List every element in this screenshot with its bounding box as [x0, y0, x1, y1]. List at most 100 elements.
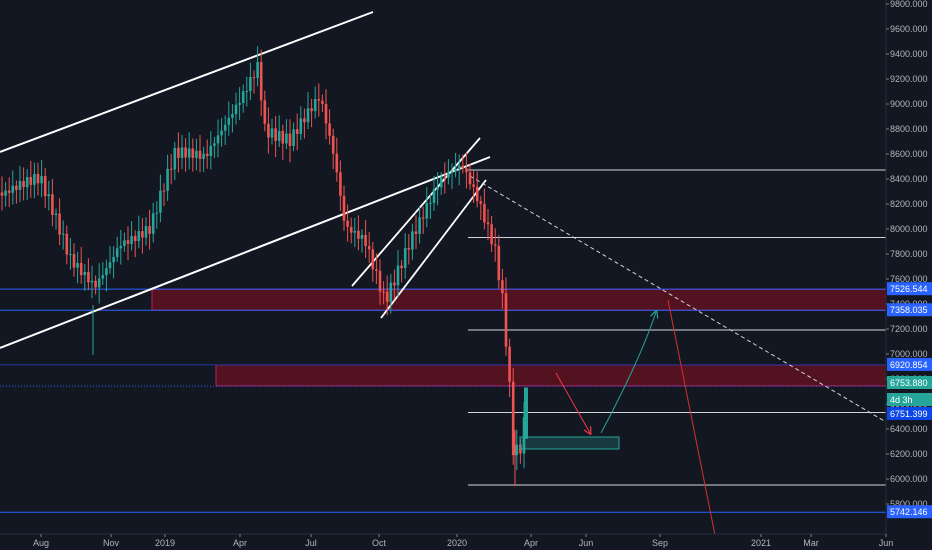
candle[interactable] — [393, 282, 396, 286]
candle[interactable] — [144, 226, 148, 238]
candle[interactable] — [148, 226, 151, 234]
candle[interactable] — [259, 62, 263, 101]
candle[interactable] — [22, 181, 25, 188]
candle[interactable] — [195, 150, 198, 158]
price-tag[interactable] — [887, 357, 932, 371]
candle[interactable] — [72, 254, 76, 268]
candle[interactable] — [83, 271, 87, 276]
candle[interactable] — [51, 194, 54, 216]
candle[interactable] — [421, 217, 425, 219]
candle[interactable] — [425, 203, 429, 219]
candle[interactable] — [486, 222, 490, 225]
candle[interactable] — [252, 77, 256, 79]
candle[interactable] — [270, 128, 274, 138]
candle[interactable] — [36, 173, 40, 184]
candle[interactable] — [403, 248, 407, 269]
candle[interactable] — [371, 249, 375, 270]
candle[interactable] — [87, 271, 90, 283]
candle[interactable] — [25, 177, 29, 188]
candle[interactable] — [299, 118, 303, 134]
candle[interactable] — [303, 118, 306, 123]
candle[interactable] — [119, 245, 123, 249]
candle[interactable] — [54, 213, 58, 216]
candle[interactable] — [295, 129, 299, 134]
candle[interactable] — [454, 169, 457, 172]
candle[interactable] — [335, 153, 339, 173]
candle[interactable] — [263, 100, 267, 124]
candle[interactable] — [439, 177, 443, 188]
candle[interactable] — [342, 195, 346, 221]
candle[interactable] — [407, 248, 411, 250]
candle[interactable] — [479, 201, 483, 204]
candle[interactable] — [313, 99, 317, 112]
candle[interactable] — [364, 234, 367, 247]
candle[interactable] — [508, 346, 511, 382]
demand-zone[interactable] — [519, 436, 620, 450]
candle[interactable] — [69, 254, 72, 256]
candle[interactable] — [209, 145, 213, 157]
candle[interactable] — [385, 291, 389, 302]
candle[interactable] — [241, 91, 245, 103]
candle[interactable] — [411, 231, 414, 250]
candle[interactable] — [7, 190, 11, 193]
candle[interactable] — [227, 117, 231, 125]
candle[interactable] — [155, 212, 159, 214]
candle[interactable] — [4, 190, 7, 196]
candle[interactable] — [429, 202, 432, 204]
candle[interactable] — [450, 171, 454, 173]
candle[interactable] — [331, 135, 335, 154]
candle[interactable] — [162, 190, 166, 192]
candle[interactable] — [94, 280, 97, 288]
candle[interactable] — [29, 177, 33, 185]
price-tag[interactable] — [887, 282, 932, 296]
candle[interactable] — [277, 131, 281, 141]
candle[interactable] — [137, 231, 141, 242]
candle[interactable] — [223, 124, 227, 131]
candle[interactable] — [375, 269, 378, 271]
candle[interactable] — [281, 131, 285, 144]
price-tag[interactable] — [887, 376, 932, 389]
candle[interactable] — [151, 213, 155, 234]
candle[interactable] — [213, 143, 216, 146]
candle[interactable] — [317, 99, 321, 101]
candle[interactable] — [180, 147, 184, 158]
candle[interactable] — [256, 62, 259, 78]
candle[interactable] — [436, 187, 439, 190]
candle[interactable] — [177, 147, 180, 158]
candle[interactable] — [61, 233, 65, 235]
candle[interactable] — [202, 153, 205, 159]
candle[interactable] — [234, 104, 238, 115]
candle[interactable] — [396, 265, 400, 286]
candle[interactable] — [90, 280, 94, 283]
candle[interactable] — [339, 172, 342, 196]
candle[interactable] — [321, 100, 324, 104]
candle[interactable] — [130, 235, 133, 244]
candle[interactable] — [15, 185, 18, 190]
candle[interactable] — [105, 268, 108, 276]
candle[interactable] — [349, 226, 353, 233]
candle[interactable] — [220, 130, 223, 136]
price-tag[interactable] — [887, 393, 932, 406]
candle[interactable] — [360, 234, 364, 239]
candle[interactable] — [382, 291, 385, 293]
candle[interactable] — [274, 128, 277, 141]
candle[interactable] — [187, 148, 191, 158]
candle[interactable] — [501, 280, 504, 294]
candle[interactable] — [400, 265, 403, 269]
candle[interactable] — [205, 153, 209, 157]
candle[interactable] — [324, 103, 328, 124]
trend-line[interactable] — [0, 156, 491, 349]
projection-arrow[interactable] — [600, 312, 656, 434]
candle[interactable] — [126, 240, 130, 244]
candle[interactable] — [0, 192, 4, 196]
candle[interactable] — [465, 168, 468, 173]
candle[interactable] — [490, 224, 493, 245]
candle[interactable] — [191, 148, 195, 158]
price-tag[interactable] — [887, 303, 932, 317]
candle[interactable] — [346, 220, 349, 227]
projection-arrow[interactable] — [555, 372, 590, 433]
candle[interactable] — [47, 194, 51, 197]
time-axis[interactable] — [0, 534, 932, 550]
candle[interactable] — [447, 172, 450, 178]
candle[interactable] — [389, 282, 393, 302]
